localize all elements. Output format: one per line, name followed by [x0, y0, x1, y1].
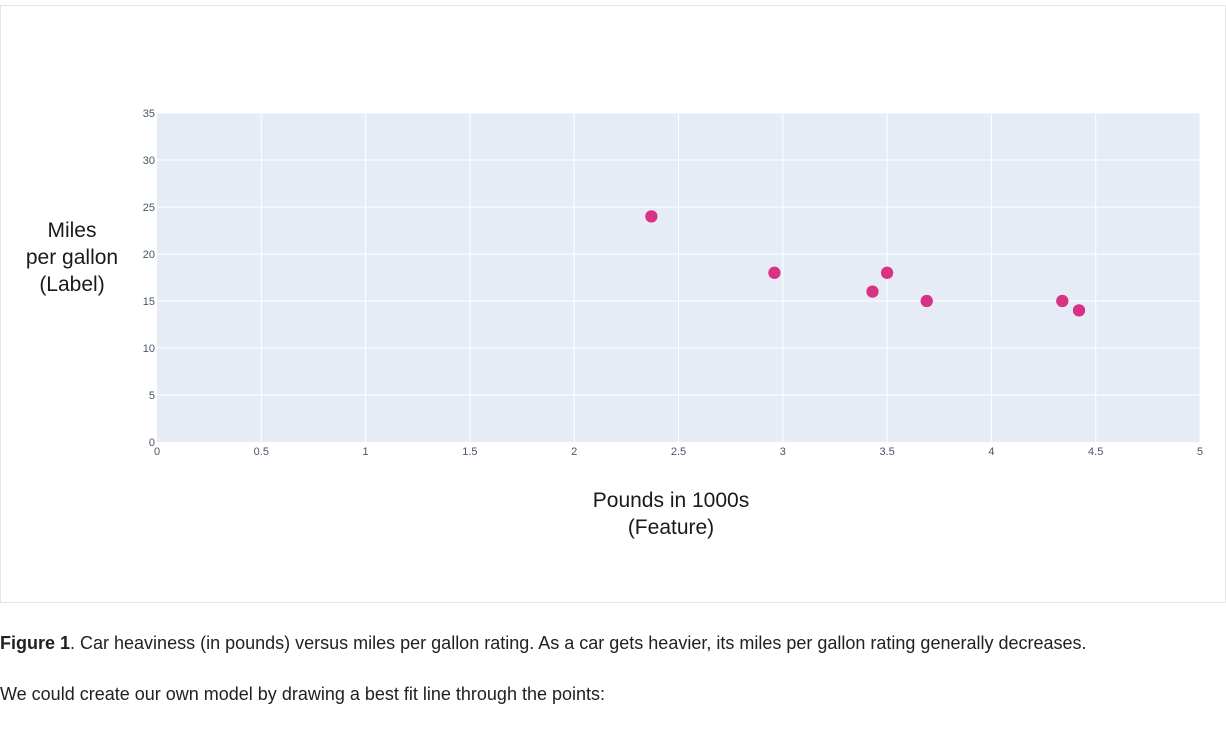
x-tick-label: 1.5	[462, 446, 477, 458]
figure-caption: Figure 1. Car heaviness (in pounds) vers…	[0, 633, 1087, 654]
scatter-chart: 0 0.5 1 1.5 2 2.5 3 3.5 4 4.5 5 0 5 10 15 20 25 30 35 Mile…	[26, 108, 1203, 539]
figure-caption-label: Figure 1	[0, 633, 71, 653]
x-tick-label: 4.5	[1088, 446, 1103, 458]
data-point	[880, 266, 894, 280]
data-point	[919, 294, 934, 308]
x-axis-title-line: Pounds in 1000s	[593, 489, 749, 512]
figure-caption-text: . Car heaviness (in pounds) versus miles…	[70, 633, 1087, 653]
x-tick-label: 0	[154, 446, 160, 458]
y-axis-title-line: Miles	[47, 219, 96, 242]
data-point	[1072, 303, 1086, 318]
y-tick-label: 20	[143, 249, 155, 261]
x-tick-label: 5	[1197, 446, 1203, 458]
grid-lines	[157, 112, 1201, 442]
x-tick-label: 1	[363, 446, 369, 458]
data-point	[767, 266, 782, 280]
y-tick-label: 10	[143, 343, 155, 355]
y-axis-title-line: per gallon	[26, 246, 118, 269]
data-point	[865, 284, 880, 299]
y-tick-label: 0	[149, 437, 155, 449]
x-tick-label: 0.5	[254, 446, 269, 458]
x-tick-label: 3.5	[879, 446, 894, 458]
x-tick-label: 4	[988, 446, 994, 458]
y-tick-label: 15	[143, 296, 155, 308]
y-tick-label: 30	[143, 155, 155, 167]
x-tick-label: 2	[571, 446, 577, 458]
y-tick-label: 25	[143, 202, 155, 214]
y-tick-label: 35	[143, 108, 155, 120]
x-tick-label: 3	[780, 446, 786, 458]
x-tick-label: 2.5	[671, 446, 686, 458]
body-paragraph: We could create our own model by drawing…	[0, 684, 606, 704]
figure-frame: 0 0.5 1 1.5 2 2.5 3 3.5 4 4.5 5 0 5 10 15 20 25 30 35 Mile…	[0, 5, 1226, 603]
tick-labels: 0 0.5 1 1.5 2 2.5 3 3.5 4 4.5 5 0 5 10 15 20 25 30 35	[143, 108, 1203, 458]
data-point	[1055, 294, 1070, 308]
y-axis-title-line: (Label)	[39, 273, 104, 296]
data-points	[644, 209, 1086, 318]
x-axis-title-line: (Feature)	[628, 516, 714, 539]
y-axis-title: Miles per gallon (Label)	[26, 219, 118, 296]
x-axis-title: Pounds in 1000s (Feature)	[593, 489, 749, 539]
y-tick-label: 5	[149, 390, 155, 402]
data-point	[644, 209, 659, 224]
